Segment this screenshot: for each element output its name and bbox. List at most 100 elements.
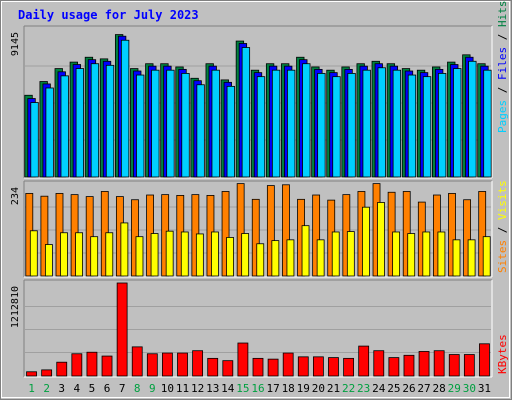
bar-pages-day-16 — [256, 76, 266, 178]
x-tick-label-4: 4 — [74, 382, 81, 395]
bar-pages-day-3 — [60, 75, 69, 178]
bar-pages-day-26 — [407, 74, 417, 178]
bar-sites-day-5 — [90, 236, 99, 277]
bar-sites-day-2 — [45, 244, 53, 277]
bar-kbytes-day-7 — [116, 282, 128, 377]
bar-kbytes-day-15 — [237, 342, 249, 377]
x-tick-label-12: 12 — [191, 382, 204, 395]
bar-kbytes-day-2 — [41, 369, 53, 377]
bar-sites-day-3 — [60, 232, 68, 277]
bar-pages-day-5 — [90, 63, 100, 178]
x-tick-label-23: 23 — [357, 382, 370, 395]
x-tick-label-13: 13 — [206, 382, 219, 395]
x-axis-labels: 1 2 3 4 5 6 7 8 9 10 11 12 13 14 15 16 17 18 19 20 21 22 23 24 2… — [28, 382, 491, 395]
legend-kbytes: KBytes — [496, 334, 509, 374]
max-label-bottom: 1212810 — [10, 286, 21, 328]
bar-pages-day-21 — [332, 76, 341, 178]
x-tick-label-6: 6 — [104, 382, 111, 395]
x-tick-label-26: 26 — [402, 382, 415, 395]
legend-top-text: Pages / Files / Hits — [496, 1, 509, 134]
x-tick-label-1: 1 — [28, 382, 35, 395]
bar-kbytes-day-21 — [328, 357, 339, 377]
bar-sites-day-4 — [75, 232, 83, 277]
bar-visits-day-16 — [251, 198, 260, 277]
bar-sites-day-19 — [301, 225, 310, 277]
x-tick-label-22: 22 — [342, 382, 355, 395]
bar-kbytes-day-28 — [433, 350, 445, 377]
bar-sites-day-12 — [195, 233, 204, 277]
bar-sites-day-26 — [407, 233, 416, 277]
bar-pages-day-14 — [226, 85, 235, 178]
legend-sites: Sites — [496, 240, 509, 273]
chart-panels: 9145 234 1212810 — [10, 25, 493, 378]
panel-bottom: 1212810 — [10, 279, 493, 378]
bar-visits-day-31 — [478, 191, 487, 277]
bar-kbytes-day-10 — [162, 352, 173, 377]
bar-pages-day-28 — [438, 73, 447, 178]
bar-kbytes-day-22 — [343, 357, 354, 377]
x-tick-label-17: 17 — [266, 382, 279, 395]
x-tick-label-2: 2 — [43, 382, 50, 395]
x-tick-label-11: 11 — [176, 382, 189, 395]
bar-visits-day-17 — [266, 185, 275, 277]
bar-sites-day-21 — [331, 231, 340, 277]
bar-pages-day-6 — [105, 64, 115, 178]
bar-sites-day-7 — [120, 222, 129, 277]
bar-pages-day-13 — [211, 69, 220, 178]
bar-pages-day-19 — [302, 63, 311, 178]
panel-top: 9145 — [10, 25, 493, 179]
bar-kbytes-day-12 — [192, 350, 204, 377]
max-label-top: 9145 — [10, 32, 21, 56]
legend-visits: Visits — [496, 180, 509, 220]
x-tick-label-14: 14 — [221, 382, 235, 395]
bar-pages-day-12 — [196, 84, 205, 178]
bar-pages-day-4 — [75, 68, 84, 178]
bar-visits-day-20 — [312, 194, 321, 277]
bar-pages-day-27 — [422, 76, 432, 178]
bar-kbytes-day-14 — [222, 360, 234, 377]
x-tick-label-10: 10 — [161, 382, 174, 395]
bar-sites-day-24 — [377, 202, 385, 277]
bar-sites-day-28 — [437, 231, 446, 277]
bar-sites-day-8 — [135, 236, 144, 277]
bar-pages-day-9 — [151, 69, 160, 178]
bar-pages-day-10 — [166, 69, 175, 178]
x-tick-label-20: 20 — [312, 382, 325, 395]
x-tick-label-30: 30 — [463, 382, 476, 395]
bar-sites-day-20 — [316, 239, 325, 277]
x-tick-label-27: 27 — [417, 382, 430, 395]
bar-pages-day-29 — [453, 68, 462, 178]
panel-middle: 234 — [10, 180, 493, 278]
legend-top: Pages / Files / Hits — [496, 1, 509, 134]
bar-kbytes-day-26 — [403, 354, 415, 377]
bar-kbytes-day-27 — [418, 351, 430, 377]
bar-kbytes-day-29 — [448, 354, 460, 377]
legend-pages: Pages — [496, 100, 509, 133]
x-tick-label-8: 8 — [134, 382, 141, 395]
x-tick-label-16: 16 — [251, 382, 264, 395]
bar-kbytes-day-8 — [131, 346, 143, 377]
bar-visits-day-14 — [221, 191, 230, 277]
x-tick-label-24: 24 — [372, 382, 386, 395]
bar-kbytes-day-19 — [297, 356, 309, 377]
bar-kbytes-day-25 — [388, 357, 400, 377]
bar-visits-day-15 — [236, 183, 245, 277]
bar-pages-day-2 — [45, 87, 54, 178]
chart-title: Daily usage for July 2023 — [18, 8, 199, 22]
bar-sites-day-17 — [271, 240, 280, 277]
bar-sites-day-29 — [452, 239, 461, 277]
bar-pages-day-18 — [287, 69, 296, 178]
max-label-middle: 234 — [10, 187, 21, 205]
bar-visits-day-29 — [448, 193, 456, 277]
x-tick-label-15: 15 — [236, 382, 249, 395]
legend-separator: / — [496, 34, 509, 41]
bar-kbytes-day-6 — [101, 355, 113, 377]
bar-kbytes-day-16 — [252, 357, 264, 377]
x-tick-label-21: 21 — [327, 382, 340, 395]
bar-pages-day-22 — [347, 73, 356, 178]
legend-separator: / — [496, 227, 509, 234]
bar-pages-day-15 — [241, 47, 251, 178]
bar-sites-day-1 — [29, 230, 38, 277]
bar-sites-day-18 — [286, 239, 295, 277]
